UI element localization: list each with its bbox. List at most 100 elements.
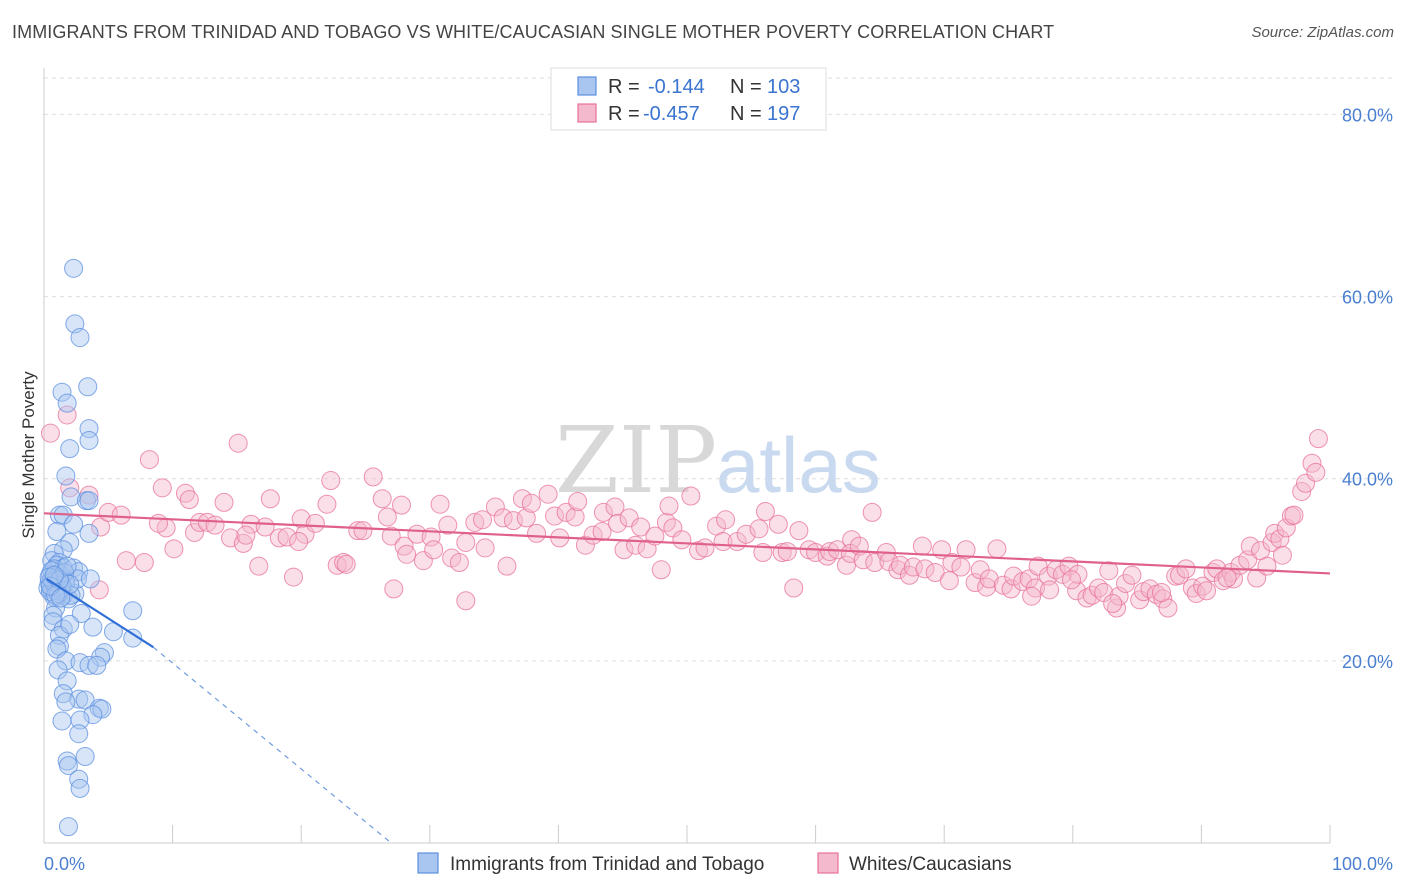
- pink-point: [681, 486, 701, 506]
- blue-trend-extension: [152, 646, 392, 844]
- blue-point: [60, 614, 80, 634]
- blue-point: [92, 699, 112, 719]
- trend-lines: [43, 512, 1331, 844]
- blue-point: [70, 328, 90, 348]
- bottom-legend-swatch-blue: [417, 852, 439, 874]
- pink-point: [456, 591, 476, 611]
- pink-point: [568, 491, 588, 511]
- pink-point: [152, 478, 172, 498]
- pink-point: [965, 573, 985, 593]
- pink-point: [1038, 566, 1058, 586]
- blue-point: [123, 601, 143, 621]
- pink-point: [605, 497, 625, 517]
- pink-point: [381, 526, 401, 546]
- blue-series-points: [38, 258, 143, 837]
- pink-point: [465, 512, 485, 532]
- pink-point: [485, 497, 505, 517]
- pink-point: [179, 490, 199, 510]
- pink-point: [116, 551, 136, 571]
- pink-point: [317, 494, 337, 514]
- pink-point: [260, 489, 280, 509]
- pink-point: [659, 496, 679, 516]
- pink-point: [915, 559, 935, 579]
- bottom-legend-label-pink: Whites/Caucasians: [849, 854, 1012, 875]
- y-tick-label: 60.0%: [1342, 288, 1393, 308]
- pink-point: [91, 517, 111, 537]
- legend-swatch-pink: [577, 103, 597, 123]
- pink-point: [1176, 559, 1196, 579]
- blue-point: [79, 430, 99, 450]
- pink-point: [289, 532, 309, 552]
- pink-point: [1308, 429, 1328, 449]
- pink-point: [497, 556, 517, 576]
- legend-swatch-blue: [577, 76, 597, 96]
- pink-point: [1272, 545, 1292, 565]
- pink-point: [806, 542, 826, 562]
- pink-point: [651, 560, 671, 580]
- pink-point: [979, 569, 999, 589]
- pink-point: [1140, 579, 1160, 599]
- pink-point: [565, 507, 585, 527]
- blue-point: [52, 711, 72, 731]
- blue-point: [64, 514, 84, 534]
- blue-point: [57, 556, 77, 576]
- y-tick-labels: 20.0% 40.0% 60.0% 80.0%: [1342, 105, 1393, 671]
- pink-point: [592, 522, 612, 542]
- pink-point: [397, 544, 417, 564]
- pink-point: [384, 579, 404, 599]
- watermark-atlas: atlas: [716, 421, 881, 509]
- pink-point: [1306, 462, 1326, 482]
- pink-point: [184, 522, 204, 542]
- pink-point: [1067, 581, 1087, 601]
- legend-n-value-blue: 103: [767, 76, 800, 98]
- pink-point: [321, 471, 341, 491]
- pink-point: [784, 578, 804, 598]
- pink-point: [925, 563, 945, 583]
- pink-trend-line: [43, 512, 1331, 575]
- y-tick-label: 80.0%: [1342, 105, 1393, 125]
- blue-point: [79, 491, 99, 511]
- pink-point: [755, 502, 775, 521]
- bottom-legend-label-blue: Immigrants from Trinidad and Tobago: [450, 854, 764, 875]
- blue-point: [61, 487, 81, 507]
- pink-point: [1103, 593, 1123, 613]
- blue-point: [58, 756, 78, 776]
- axes: [43, 68, 1331, 844]
- pink-point: [1040, 580, 1060, 600]
- chart-title: IMMIGRANTS FROM TRINIDAD AND TOBAGO VS W…: [12, 22, 1055, 42]
- blue-point: [70, 778, 90, 798]
- pink-point: [1004, 566, 1024, 586]
- pink-point: [372, 489, 392, 509]
- pink-point: [1068, 564, 1088, 584]
- bottom-legend: Immigrants from Trinidad and Tobago Whit…: [417, 852, 1012, 875]
- pink-point: [353, 521, 373, 541]
- pink-series-points: [40, 405, 1328, 618]
- legend-r-label-blue: R =: [608, 76, 640, 98]
- pink-point: [220, 528, 240, 548]
- pink-point: [1082, 585, 1102, 605]
- pink-point: [631, 517, 651, 537]
- pink-point: [1028, 556, 1048, 576]
- pink-point: [987, 539, 1007, 559]
- blue-point: [79, 523, 99, 543]
- legend-r-value-pink: -0.457: [643, 103, 700, 125]
- blue-point: [58, 817, 78, 837]
- blue-point: [64, 258, 84, 278]
- pink-point: [190, 512, 210, 532]
- pink-point: [1109, 586, 1129, 606]
- blue-point: [79, 655, 99, 675]
- pink-point: [672, 530, 692, 550]
- pink-point: [269, 528, 289, 548]
- pink-point: [939, 571, 959, 591]
- legend-box: R = -0.144 N = 103 R = -0.457 N = 197: [550, 67, 827, 131]
- pink-point: [424, 540, 444, 560]
- pink-point: [283, 567, 303, 587]
- pink-point: [749, 519, 769, 539]
- blue-point: [75, 690, 95, 710]
- pink-point: [134, 553, 154, 572]
- pink-point: [820, 542, 840, 562]
- pink-point: [608, 513, 628, 533]
- blue-point: [71, 604, 91, 623]
- pink-point: [527, 523, 547, 543]
- pink-point: [1284, 505, 1304, 525]
